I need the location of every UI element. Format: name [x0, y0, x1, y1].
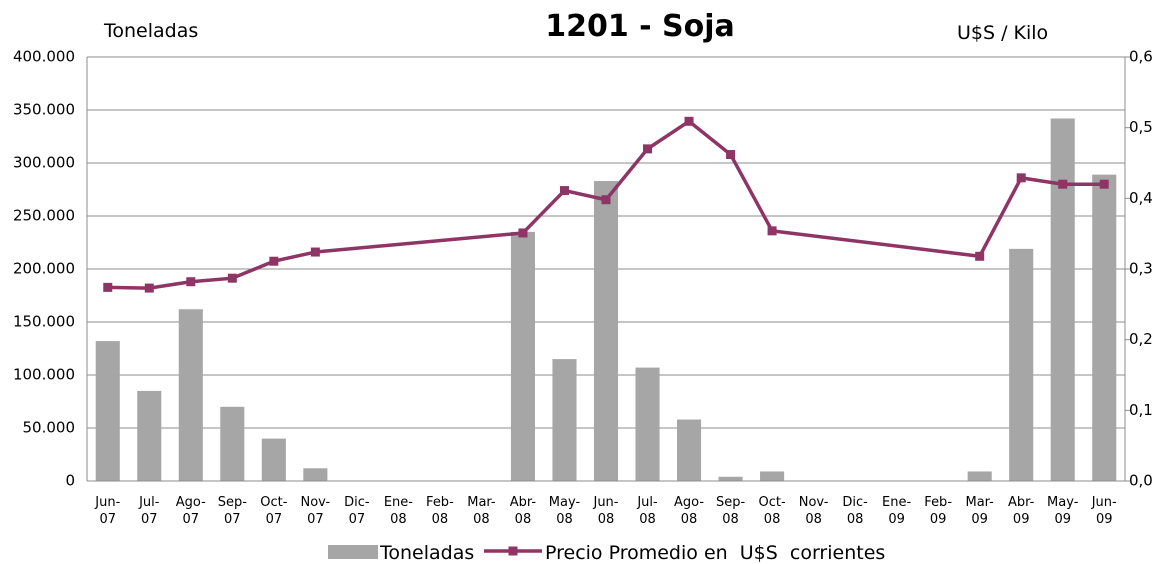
y-tick-label: 300.000: [13, 154, 75, 172]
bar: [303, 468, 328, 481]
bar: [760, 471, 785, 481]
x-tick-label: Sep-08: [716, 495, 746, 527]
x-tick-label: Ene-09: [882, 495, 911, 527]
x-tick-label: Feb-08: [426, 495, 454, 527]
bar: [593, 181, 619, 481]
x-tick-label: Nov-07: [301, 495, 331, 527]
line-marker: [559, 186, 569, 196]
x-tick-label: Dic-07: [344, 495, 370, 527]
line-marker: [269, 256, 279, 266]
chart-title: 1201 - Soja: [545, 9, 735, 44]
x-tick-label: Feb-09: [924, 495, 952, 527]
y-tick-label: 400.000: [13, 48, 75, 66]
line-series: [107, 250, 316, 290]
x-tick-label: Dic-08: [842, 495, 868, 527]
line-marker: [726, 150, 736, 160]
x-tick-label: Ene-08: [384, 495, 413, 527]
line-marker: [310, 247, 320, 257]
bar: [635, 367, 660, 481]
y-tick-label: 250.000: [13, 207, 75, 225]
y2-tick-label: 0,4: [1129, 189, 1153, 207]
x-tick-label: Abr-08: [510, 495, 537, 527]
y-axis-label: Toneladas: [103, 20, 198, 42]
line-series: [978, 175, 1105, 258]
line-marker: [144, 283, 154, 293]
line-bridge: [315, 231, 524, 254]
line-marker: [103, 282, 113, 292]
bar: [1092, 174, 1117, 481]
x-tick-label: May-08: [549, 495, 581, 527]
x-tick-label: May-09: [1047, 495, 1079, 527]
y-tick-label: 150.000: [13, 313, 75, 331]
x-tick-label: Jul-08: [636, 495, 658, 527]
bar: [95, 341, 120, 481]
x-tick-label: Oct-08: [758, 495, 785, 527]
line-marker: [227, 273, 237, 283]
bar: [552, 359, 577, 481]
legend-swatch: [328, 545, 378, 559]
y-tick-label: 0: [65, 472, 75, 490]
x-tick-label: Nov-08: [799, 495, 829, 527]
x-tick-label: Mar-08: [467, 495, 496, 527]
line-marker: [186, 277, 196, 287]
legend-label: Precio Promedio en U$S corrientes: [545, 542, 885, 564]
line-marker: [1058, 179, 1068, 189]
line-bridge: [771, 229, 980, 259]
x-tick-label: Abr-09: [1008, 495, 1035, 527]
line-marker: [643, 144, 653, 154]
bar: [510, 231, 536, 481]
y2-tick-label: 0,2: [1129, 330, 1153, 348]
y2-tick-label: 0,5: [1129, 118, 1153, 136]
x-tick-label: Jun-08: [592, 495, 618, 527]
y-tick-label: 350.000: [13, 101, 75, 119]
x-tick-label: Mar-09: [965, 495, 994, 527]
bar: [220, 406, 245, 481]
bar: [676, 419, 702, 481]
legend-swatch: [508, 546, 518, 556]
line-marker: [518, 228, 528, 238]
y-tick-label: 100.000: [13, 366, 75, 384]
legend-label: Toneladas: [379, 542, 474, 564]
bar: [967, 471, 992, 481]
line-marker: [1099, 179, 1109, 189]
bar: [137, 390, 162, 481]
x-tick-label: Oct-07: [260, 495, 287, 527]
y-tick-label: 200.000: [13, 260, 75, 278]
line-marker: [767, 226, 777, 236]
x-tick-label: Ago-07: [176, 495, 206, 527]
x-tick-label: Sep-07: [218, 495, 248, 527]
y2-tick-label: 0,6: [1129, 48, 1153, 66]
line-marker: [684, 116, 694, 126]
line-marker: [1016, 173, 1026, 183]
line-marker: [975, 251, 985, 261]
line-marker: [601, 195, 611, 205]
y2-tick-label: 0,1: [1129, 401, 1153, 419]
x-tick-label: Jun-09: [1091, 495, 1117, 527]
y2-axis-label: U$S / Kilo: [957, 22, 1048, 44]
y2-tick-label: 0,0: [1129, 472, 1153, 490]
y-tick-label: 50.000: [23, 419, 76, 437]
bar: [178, 309, 203, 481]
bar: [718, 476, 743, 481]
x-tick-label: Jun-07: [94, 495, 120, 527]
y2-tick-label: 0,3: [1129, 260, 1153, 278]
x-tick-label: Ago-08: [674, 495, 704, 527]
x-tick-label: Jul-07: [138, 495, 160, 527]
bar: [1050, 118, 1075, 481]
bar: [1009, 248, 1034, 481]
bar: [261, 438, 286, 481]
